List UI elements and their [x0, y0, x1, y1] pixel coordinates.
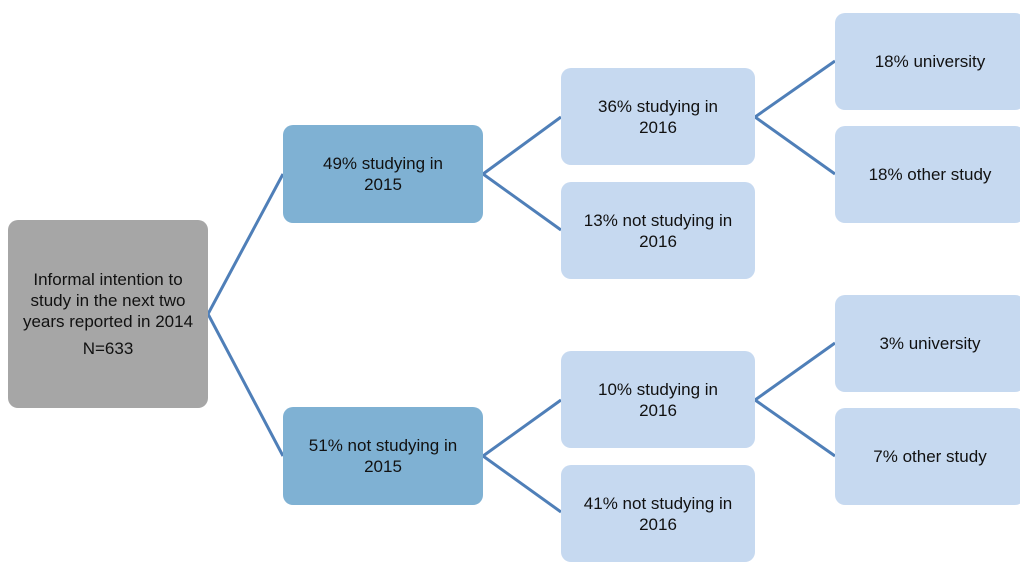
- root-node: Informal intention to study in the next …: [8, 220, 208, 408]
- node: 18% other study: [835, 126, 1020, 223]
- node-label: 18% other study: [868, 165, 992, 184]
- node-note: N=633: [82, 339, 134, 358]
- node-label: 51% not studying in 2015: [308, 436, 458, 476]
- connector: [480, 115, 562, 232]
- node-label: Informal intention to study in the next …: [22, 270, 194, 331]
- node: 3% university: [835, 295, 1020, 392]
- node-label: 7% other study: [873, 447, 987, 466]
- node-label: 36% studying in 2016: [597, 96, 719, 137]
- node: 10% studying in 2016: [561, 351, 755, 448]
- node: 41% not studying in 2016: [561, 465, 755, 562]
- node-label: 13% not studying in 2016: [583, 210, 733, 251]
- connector: [480, 398, 562, 514]
- connector: [752, 341, 836, 458]
- node-label: 18% university: [874, 52, 986, 71]
- node-label: 49% studying in 2015: [322, 154, 444, 194]
- node-label: 3% university: [879, 334, 981, 353]
- node: 13% not studying in 2016: [561, 182, 755, 279]
- node: 49% studying in 2015: [283, 125, 483, 223]
- node-label: 10% studying in 2016: [597, 379, 719, 420]
- node-label: 41% not studying in 2016: [583, 493, 733, 534]
- connector: [206, 173, 285, 457]
- node: 51% not studying in 2015: [283, 407, 483, 505]
- connector: [752, 59, 836, 176]
- node: 18% university: [835, 13, 1020, 110]
- node: 7% other study: [835, 408, 1020, 505]
- node: 36% studying in 2016: [561, 68, 755, 165]
